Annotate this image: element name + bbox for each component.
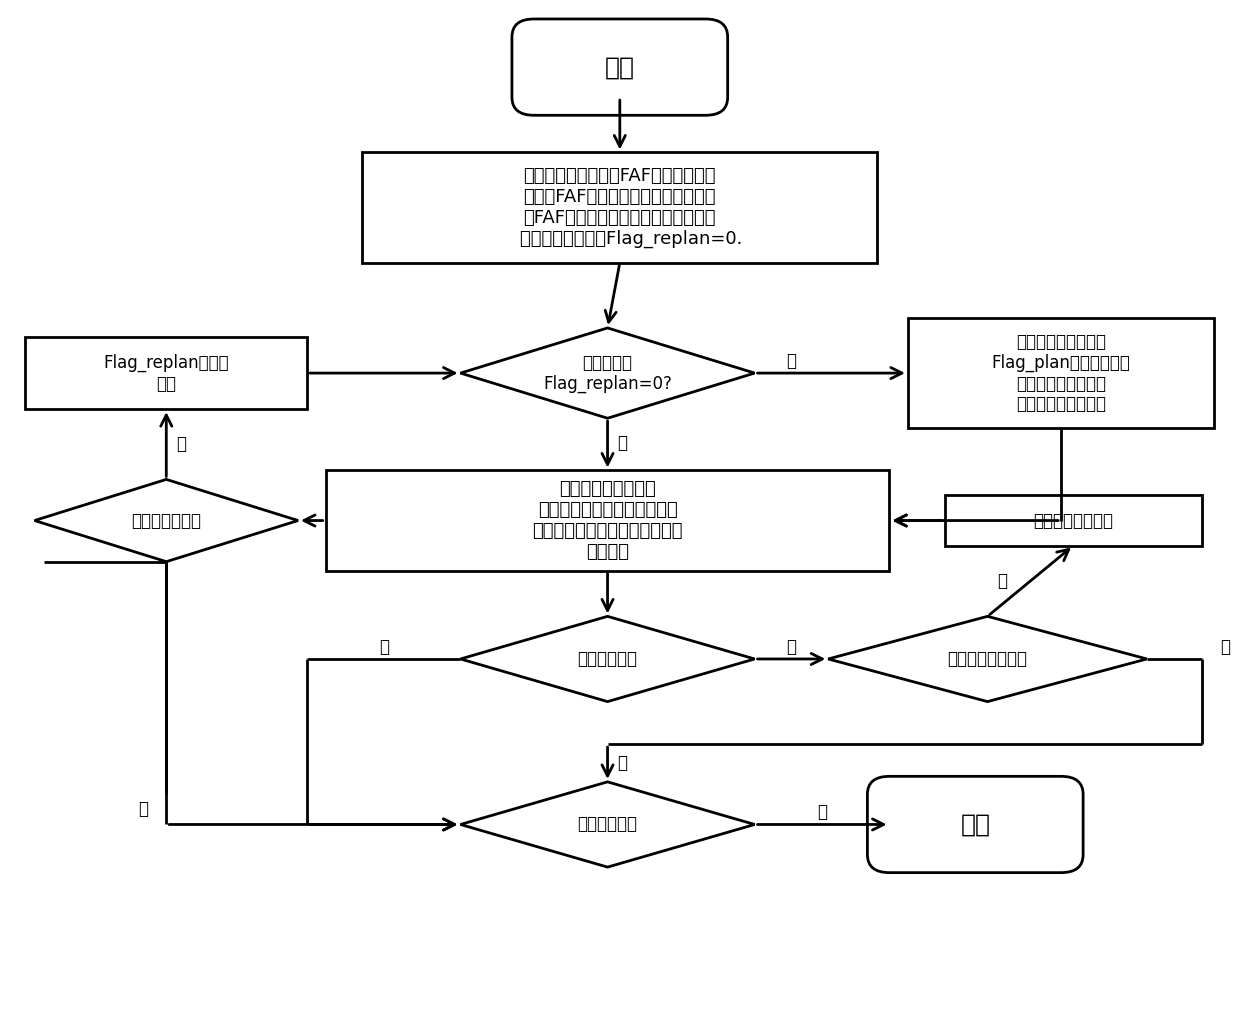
FancyBboxPatch shape: [868, 776, 1083, 873]
Text: 是: 是: [997, 572, 1007, 590]
Bar: [25, 337, 308, 409]
Text: 航段更新标志置位: 航段更新标志置位: [1033, 512, 1114, 530]
Text: 否: 否: [1220, 638, 1230, 656]
Text: 是否为进场段: 是否为进场段: [578, 650, 637, 668]
Text: 否: 否: [786, 638, 796, 656]
Text: 否: 否: [786, 352, 796, 370]
Text: 是: 是: [817, 803, 827, 822]
Text: 根据飞机当前位置、
Flag_plan标志值，以及
已知信息，进行重规
划，更新飞行计划。: 根据飞机当前位置、 Flag_plan标志值，以及 已知信息，进行重规 划，更新…: [992, 333, 1131, 414]
Text: Flag_replan置位相
应值: Flag_replan置位相 应值: [103, 354, 229, 393]
Text: 当前航段是否结束: 当前航段是否结束: [947, 650, 1028, 668]
Text: 是: 是: [176, 435, 186, 454]
Bar: [326, 471, 889, 571]
Text: 结束: 结束: [960, 813, 991, 836]
Text: 获取飞机当前位置、FAF点位置、进场
方向、FAF圆半径、机场位置。规划飞
机FAF圆进场航路，初始化飞行计划。
    初始化重规划标志Flag_replan: 获取飞机当前位置、FAF点位置、进场 方向、FAF圆半径、机场位置。规划飞 机F…: [497, 167, 743, 248]
Text: 否: 否: [618, 754, 627, 772]
FancyBboxPatch shape: [512, 19, 728, 115]
Polygon shape: [460, 616, 755, 702]
Bar: [908, 318, 1214, 428]
Text: 开始: 开始: [605, 55, 635, 79]
Text: 读取当前飞行计划；
根据飞行计划和航段更新标志
位；计算引导指令，更新飞机当
前位置。: 读取当前飞行计划； 根据飞行计划和航段更新标志 位；计算引导指令，更新飞机当 前…: [532, 480, 683, 560]
Text: 是否需要重规划: 是否需要重规划: [131, 512, 201, 530]
Text: 否: 否: [138, 800, 148, 819]
Text: 是: 是: [379, 638, 389, 656]
Text: 是: 是: [618, 434, 627, 453]
Bar: [362, 153, 877, 262]
Bar: [945, 495, 1202, 545]
Polygon shape: [35, 479, 298, 561]
Polygon shape: [828, 616, 1147, 702]
Polygon shape: [460, 327, 755, 418]
Text: 重规划标志
Flag_replan=0?: 重规划标志 Flag_replan=0?: [543, 354, 672, 393]
Text: 进场是否结束: 进场是否结束: [578, 816, 637, 834]
Polygon shape: [460, 782, 755, 868]
